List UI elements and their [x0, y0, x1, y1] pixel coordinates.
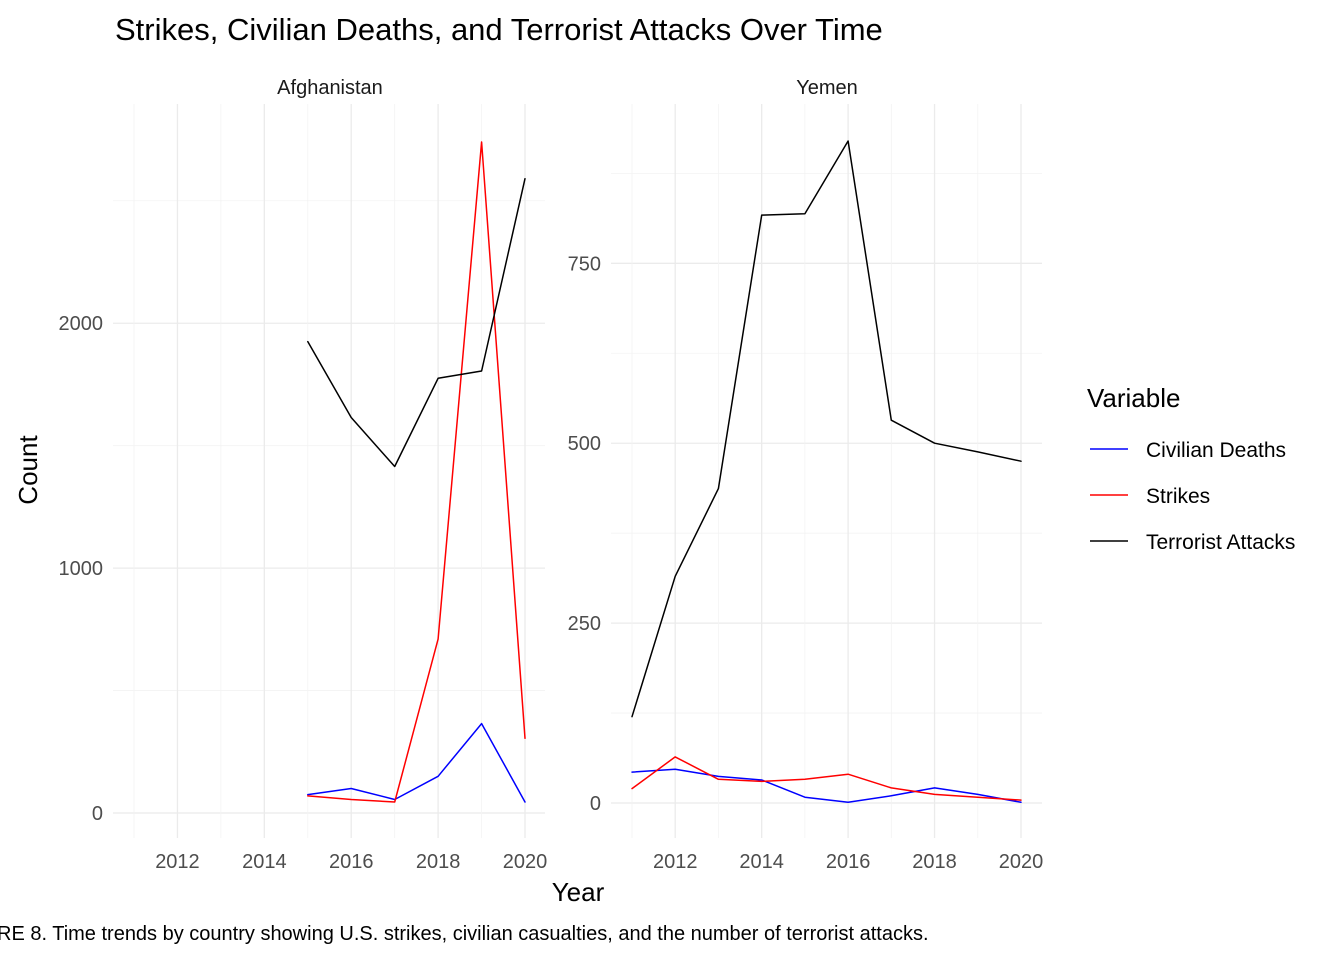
- yemen-y-tick-label: 750: [568, 253, 601, 275]
- yemen-terrorist-attacks-line: [631, 140, 1022, 718]
- afghanistan-x-tick-label: 2016: [329, 851, 374, 873]
- panel-afghanistan: Afghanistan 0 1000 2000 2012 2014 2016 2018 202…: [59, 77, 548, 873]
- yemen-civilian-deaths-line: [631, 768, 1022, 804]
- yemen-x-tick-label: 2018: [912, 851, 957, 873]
- legend-label-civilian-deaths: Civilian Deaths: [1146, 439, 1286, 462]
- yemen-x-tick-label: 2016: [826, 851, 871, 873]
- afghanistan-x-tick-label: 2020: [503, 851, 548, 873]
- figure-caption: RE 8. Time trends by country showing U.S…: [0, 923, 929, 945]
- legend-title: Variable: [1087, 383, 1180, 413]
- chart-title: Strikes, Civilian Deaths, and Terrorist …: [115, 12, 883, 47]
- yemen-gridlines: [611, 104, 1042, 838]
- yemen-x-tick-label: 2012: [653, 851, 698, 873]
- afghanistan-y-tick-label: 2000: [59, 313, 104, 335]
- legend-label-strikes: Strikes: [1146, 485, 1210, 508]
- panel-yemen-strip-label: Yemen: [796, 77, 858, 99]
- afghanistan-x-tick-label: 2012: [155, 851, 200, 873]
- afghanistan-x-tick-label: 2018: [416, 851, 461, 873]
- yemen-y-tick-label: 0: [590, 793, 601, 815]
- yemen-x-tick-label: 2014: [739, 851, 784, 873]
- yemen-x-tick-label: 2020: [999, 851, 1044, 873]
- afghanistan-strikes-line: [307, 141, 526, 803]
- yemen-y-tick-label: 500: [568, 433, 601, 455]
- afghanistan-civilian-deaths-line: [307, 722, 526, 803]
- yemen-y-tick-label: 250: [568, 613, 601, 635]
- panel-yemen: Yemen 0 250 500 750 2012 2014 2016 2018 2020: [568, 77, 1044, 873]
- afghanistan-x-tick-label: 2014: [242, 851, 287, 873]
- afghanistan-y-tick-label: 0: [92, 803, 103, 825]
- afghanistan-gridlines: [113, 104, 545, 838]
- y-axis-title: Count: [13, 435, 43, 505]
- afghanistan-terrorist-attacks-line: [307, 177, 526, 468]
- afghanistan-y-tick-label: 1000: [59, 558, 104, 580]
- panel-afghanistan-strip-label: Afghanistan: [277, 77, 383, 99]
- legend: Variable Civilian Deaths Strikes Terrorist…: [1087, 383, 1295, 554]
- legend-label-terrorist-attacks: Terrorist Attacks: [1146, 531, 1295, 554]
- x-axis-title: Year: [552, 877, 605, 907]
- yemen-strikes-line: [631, 756, 1022, 801]
